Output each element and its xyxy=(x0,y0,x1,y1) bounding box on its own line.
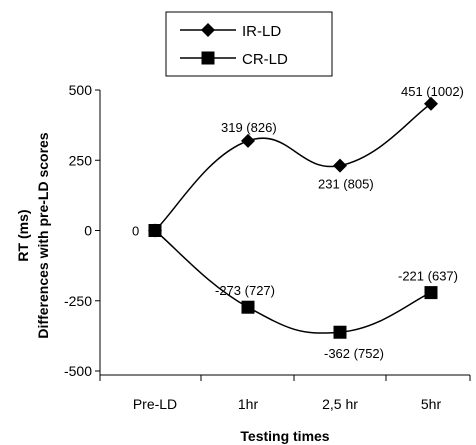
y-ticks: -500 -250 0 250 500 xyxy=(64,82,100,379)
y-tick-label: 500 xyxy=(69,82,93,98)
data-label: -273 (727) xyxy=(215,283,275,298)
data-label: 451 (1002) xyxy=(401,84,464,99)
data-point-ir-ld xyxy=(333,158,347,173)
data-point-cr-ld xyxy=(241,300,255,314)
data-point-cr-ld xyxy=(148,224,162,237)
series-line-cr-ld xyxy=(154,229,432,334)
series-cr-ld xyxy=(148,224,438,339)
legend-marker-cr-ld xyxy=(201,51,215,65)
y-tick-label: 0 xyxy=(84,223,92,239)
x-tick-label: 1hr xyxy=(238,396,259,412)
series-ir-ld xyxy=(148,96,438,238)
legend-marker-ir-ld xyxy=(201,23,215,37)
legend-label-ir-ld: IR-LD xyxy=(242,23,281,40)
x-ticks: Pre-LD 1hr 2,5 hr 5hr xyxy=(99,375,471,412)
data-label: 231 (805) xyxy=(318,177,374,192)
y-tick-label: -250 xyxy=(64,293,92,309)
legend-label-cr-ld: CR-LD xyxy=(242,51,288,68)
x-tick-label: 5hr xyxy=(421,396,442,412)
data-point-ir-ld xyxy=(424,96,438,111)
data-point-cr-ld xyxy=(424,286,438,300)
data-label: -362 (752) xyxy=(324,346,384,361)
legend-box xyxy=(165,11,333,77)
series-line-ir-ld xyxy=(154,103,432,232)
series-group xyxy=(148,96,438,339)
legend: IR-LD CR-LD xyxy=(165,11,333,77)
data-point-ir-ld xyxy=(241,133,255,148)
y-axis-title-line-1: RT (ms) xyxy=(15,209,31,261)
data-point-cr-ld xyxy=(333,325,347,339)
data-label: 0 xyxy=(132,224,139,239)
x-axis-title: Testing times xyxy=(240,428,329,444)
y-tick-label: 250 xyxy=(69,152,93,168)
y-axis-title-line-2: Differences with pre-LD scores xyxy=(35,132,51,338)
data-label: 319 (826) xyxy=(221,120,277,135)
x-tick-label: 2,5 hr xyxy=(322,396,358,412)
y-tick-label: -500 xyxy=(64,363,92,379)
data-labels: 319 (826) 231 (805) 451 (1002) -273 (727) -3… xyxy=(132,84,464,361)
x-tick-label: Pre-LD xyxy=(133,396,177,412)
data-label: -221 (637) xyxy=(398,269,458,284)
